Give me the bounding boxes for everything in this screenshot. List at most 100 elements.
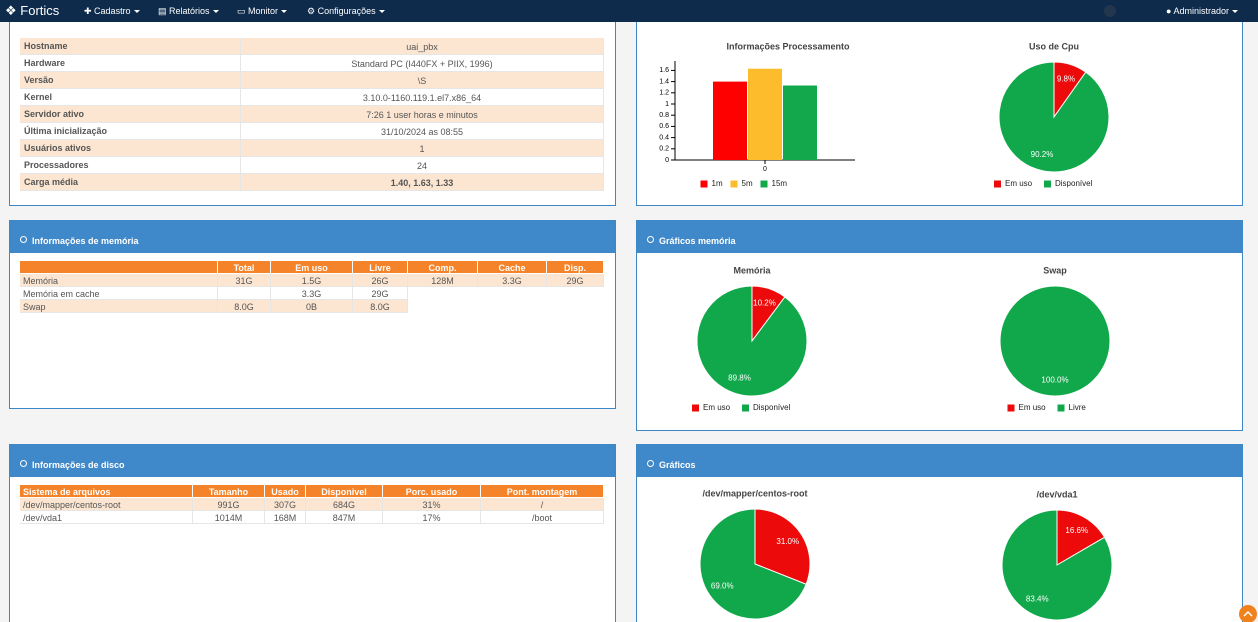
header-cell: Usado	[265, 485, 306, 498]
slice-label: 9.8%	[1057, 74, 1075, 83]
legend-swatch	[692, 404, 699, 412]
menu-label[interactable]: Relatórios	[169, 6, 210, 16]
icon	[647, 460, 654, 467]
chart-title: Uso de Cpu	[1029, 41, 1079, 51]
scroll-top-icon	[1243, 610, 1253, 617]
table-cell: 8.0G	[353, 300, 408, 313]
table-cell: 307G	[265, 498, 306, 511]
legend-label: Em uso	[1019, 403, 1047, 412]
menu-label[interactable]: Cadastro	[94, 6, 131, 16]
disk-panel: Informações de disco	[9, 444, 616, 622]
table-cell: Memória	[20, 274, 218, 287]
table-cell: 1.5G	[271, 274, 353, 287]
memory-panel: Informações de memória	[9, 220, 616, 409]
legend-swatch	[994, 180, 1001, 188]
pie-slice	[699, 508, 807, 620]
legend-swatch	[1044, 180, 1051, 188]
chart-title: Swap	[1043, 265, 1067, 275]
menu-item[interactable]: ▤ Relatórios	[158, 6, 219, 17]
slice-label: 31.0%	[776, 537, 799, 546]
y-tick-label: 0.6	[659, 123, 669, 130]
panel-header: Informações de memória	[10, 221, 615, 253]
menu-label[interactable]: Configurações	[317, 6, 376, 16]
table-cell: /boot	[481, 511, 604, 524]
table-cell: 847M	[306, 511, 383, 524]
bar	[713, 81, 747, 160]
row-value: 31/10/2024 as 08:55	[241, 123, 604, 140]
table-cell: 8.0G	[218, 300, 271, 313]
y-tick-label: 0	[665, 157, 669, 164]
table-cell	[218, 287, 271, 300]
table-cell: 168M	[265, 511, 306, 524]
user-label[interactable]: Administrador	[1173, 6, 1229, 16]
slice-label: 90.2%	[1031, 150, 1054, 159]
panel-title: Informações de memória	[32, 236, 139, 246]
bar	[783, 85, 817, 160]
header-cell: Sistema de arquivos	[20, 485, 193, 498]
y-tick-label: 0.2	[659, 146, 669, 153]
row-value: 7:26 1 user horas e minutos	[241, 106, 604, 123]
menu-item[interactable]: ✚ Cadastro	[84, 6, 140, 17]
slice-label: 83.4%	[1026, 594, 1049, 603]
table-cell: 17%	[383, 511, 481, 524]
navbar: ❖ Fortics ✚ Cadastro ▤ Relatórios ▭ Moni…	[0, 0, 1258, 22]
header-cell: Livre	[353, 261, 408, 274]
legend-label: Disponível	[1055, 179, 1093, 188]
panel-title: Gráficos	[659, 460, 696, 470]
pie-slice	[754, 508, 811, 585]
header-cell: Cache	[478, 261, 547, 274]
row-value: \S	[241, 72, 604, 89]
slice-label: 16.6%	[1065, 526, 1088, 535]
memory-charts-panel: Gráficos memória	[636, 220, 1243, 431]
scroll-top-button[interactable]	[1239, 605, 1257, 622]
panel-header: Gráficos	[637, 445, 1242, 477]
brand[interactable]: ❖ Fortics	[5, 3, 60, 18]
row-label: Última inicialização	[20, 123, 241, 140]
legend-swatch	[1057, 404, 1065, 412]
brand-text[interactable]: Fortics	[20, 3, 60, 18]
menu-item[interactable]: ▭ Monitor	[237, 6, 288, 17]
row-label: Kernel	[20, 89, 241, 106]
pie-slice	[1056, 509, 1106, 566]
table-cell: /	[481, 498, 604, 511]
user-menu[interactable]: ● Administrador	[1166, 6, 1238, 16]
header-cell: Em uso	[271, 261, 353, 274]
table-cell: 29G	[547, 274, 604, 287]
table-cell: 26G	[353, 274, 408, 287]
slice-label: 10.2%	[753, 299, 776, 308]
legend-swatch	[730, 180, 738, 188]
spinner	[1104, 5, 1116, 17]
header-cell	[20, 261, 218, 274]
table-cell: /dev/vda1	[20, 511, 193, 524]
menu-item[interactable]: ⚙ Configurações	[307, 6, 385, 17]
row-label: Usuários ativos	[20, 140, 241, 157]
table-cell: 1014M	[193, 511, 265, 524]
panel-title: Informações de disco	[32, 460, 125, 470]
menu-label[interactable]: Monitor	[248, 6, 279, 16]
legend-label: 15m	[772, 179, 788, 188]
table-cell: 3.3G	[271, 287, 353, 300]
pie-slice	[1001, 509, 1113, 621]
row-value: 1.40, 1.63, 1.33	[241, 174, 604, 191]
row-label: Versão	[20, 72, 241, 89]
legend-swatch	[760, 180, 768, 188]
row-value: 3.10.0-1160.119.1.el7.x86_64	[241, 89, 604, 106]
slice-label: 100.0%	[1041, 376, 1068, 385]
chart-title: Informações Processamento	[726, 41, 850, 51]
chart-title: /dev/vda1	[1036, 489, 1077, 499]
header-cell: Disp.	[547, 261, 604, 274]
x-tick-label: 0	[763, 166, 767, 173]
panel-header: Informações de disco	[10, 445, 615, 477]
table-cell: 31%	[383, 498, 481, 511]
y-tick-label: 0.4	[659, 134, 669, 141]
header-cell: Tamanho	[193, 485, 265, 498]
icon	[20, 236, 27, 243]
header-cell: Total	[218, 261, 271, 274]
y-tick-label: 1.4	[659, 78, 669, 85]
table-cell: Memória em cache	[20, 287, 218, 300]
row-label: Processadores	[20, 157, 241, 174]
row-label: Hardware	[20, 55, 241, 72]
row-value: 1	[241, 140, 604, 157]
row-value: Standard PC (I440FX + PIIX, 1996)	[241, 55, 604, 72]
